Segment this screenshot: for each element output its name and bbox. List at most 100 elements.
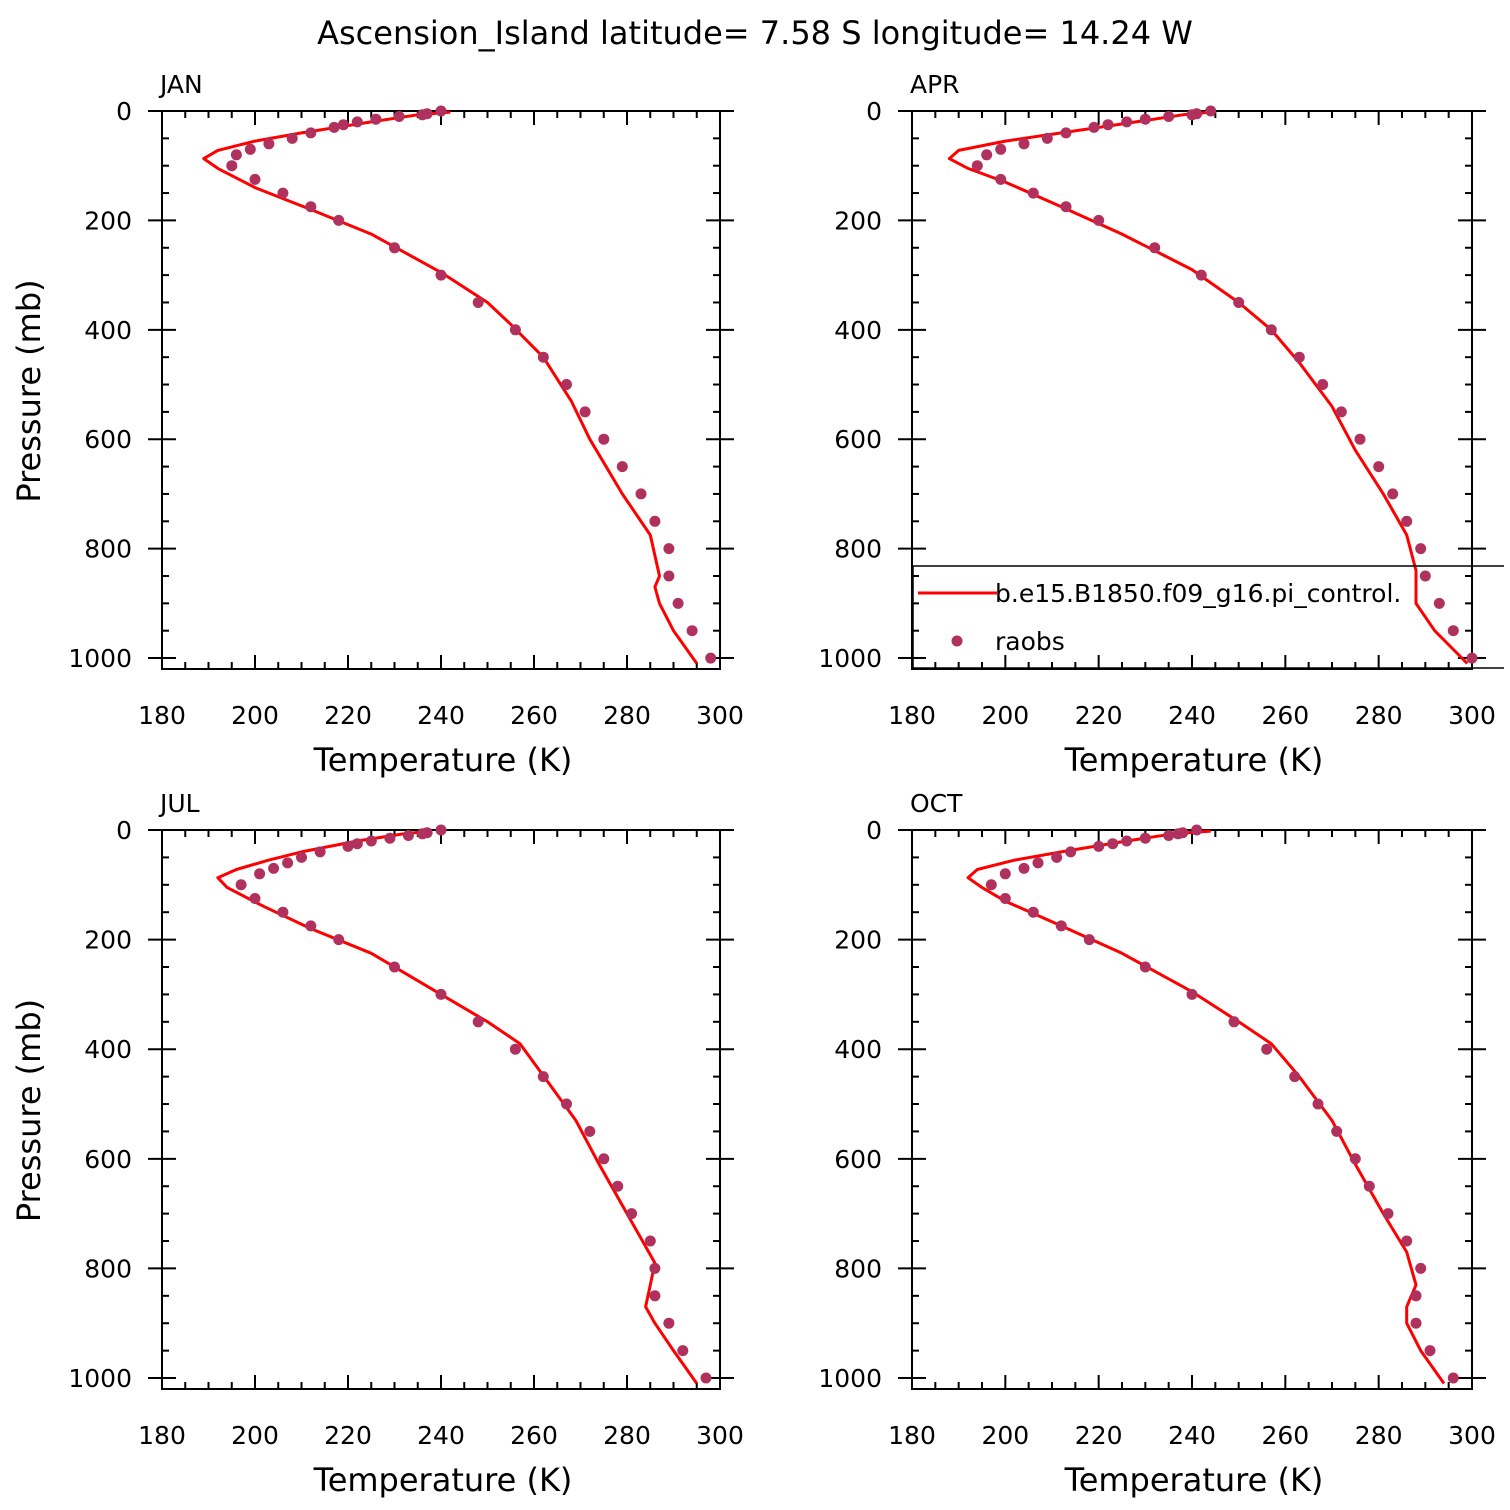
raobs-point <box>999 893 1011 904</box>
raobs-point <box>537 1071 549 1083</box>
y-tick-label: 200 <box>834 926 882 955</box>
raobs-point <box>1149 242 1161 254</box>
raobs-point <box>314 846 326 858</box>
y-tick-label: 600 <box>834 1145 882 1174</box>
y-tick-label: 400 <box>84 316 132 345</box>
raobs-point <box>342 840 354 852</box>
x-tick-label: 180 <box>888 701 936 730</box>
raobs-point <box>435 269 447 281</box>
raobs-point <box>1415 543 1427 555</box>
raobs-point <box>1415 1262 1427 1274</box>
raobs-point <box>416 828 428 840</box>
panel-title: APR <box>910 70 960 99</box>
raobs-point <box>365 835 377 847</box>
raobs-point <box>1121 116 1133 128</box>
y-tick-label: 400 <box>834 1035 882 1064</box>
x-tick-label: 260 <box>1261 1421 1309 1450</box>
raobs-point <box>1335 406 1347 418</box>
x-tick-label: 280 <box>1355 701 1403 730</box>
raobs-point <box>226 160 238 172</box>
raobs-point <box>1261 1043 1273 1055</box>
x-tick-label: 300 <box>696 1421 744 1450</box>
raobs-point <box>402 830 414 841</box>
x-tick-label: 280 <box>603 1421 651 1450</box>
raobs-point <box>296 851 307 863</box>
x-tick-label: 200 <box>981 701 1029 730</box>
raobs-point <box>1312 1098 1324 1110</box>
raobs-point <box>244 143 256 155</box>
model-profile-line <box>216 829 699 1385</box>
x-tick-label: 280 <box>603 701 651 730</box>
raobs-point <box>282 857 294 869</box>
raobs-point <box>230 149 242 161</box>
x-tick-label: 180 <box>138 1421 186 1450</box>
raobs-point <box>384 832 396 844</box>
y-tick-label: 200 <box>84 206 132 235</box>
raobs-point <box>389 961 400 973</box>
raobs-point <box>1107 838 1119 850</box>
legend-dot-marker <box>951 635 963 647</box>
x-tick-label: 240 <box>417 1421 465 1450</box>
raobs-point <box>435 824 447 836</box>
raobs-point <box>649 1262 661 1274</box>
y-tick-label: 800 <box>834 1254 882 1283</box>
y-tick-label: 800 <box>84 1254 132 1283</box>
raobs-point <box>561 1098 572 1110</box>
x-tick-label: 180 <box>888 1421 936 1450</box>
raobs-point <box>1401 1235 1413 1247</box>
raobs-point <box>389 242 400 254</box>
raobs-point <box>305 127 317 139</box>
raobs-point <box>1410 1317 1422 1329</box>
raobs-point <box>1083 934 1095 946</box>
raobs-point <box>1205 105 1217 117</box>
raobs-point <box>999 868 1011 880</box>
panel-title: JUL <box>158 789 200 818</box>
raobs-point <box>277 906 289 918</box>
raobs-point <box>328 121 340 133</box>
raobs-point <box>1139 832 1151 844</box>
y-tick-label: 200 <box>834 206 882 235</box>
y-tick-label: 1000 <box>68 644 132 673</box>
raobs-point <box>509 324 521 336</box>
raobs-point <box>1293 351 1305 363</box>
raobs-point <box>286 132 298 144</box>
raobs-point <box>1410 1290 1422 1302</box>
raobs-point <box>351 838 363 850</box>
panel-title: JAN <box>158 70 203 99</box>
raobs-point <box>985 879 997 891</box>
raobs-point <box>1349 1153 1361 1165</box>
raobs-point <box>686 625 698 637</box>
raobs-point <box>635 488 647 500</box>
y-tick-label: 0 <box>116 816 132 845</box>
y-tick-label: 1000 <box>68 1364 132 1393</box>
x-tick-label: 260 <box>510 701 558 730</box>
raobs-point <box>612 1180 624 1192</box>
raobs-point <box>1228 1016 1240 1028</box>
x-tick-label: 280 <box>1355 1421 1403 1450</box>
raobs-point <box>1447 1372 1459 1384</box>
x-tick-label: 200 <box>231 1421 279 1450</box>
raobs-point <box>1433 597 1445 609</box>
raobs-point <box>393 111 405 122</box>
raobs-point <box>1331 1125 1343 1137</box>
raobs-point <box>1027 187 1039 199</box>
raobs-point <box>1139 113 1151 125</box>
raobs-point <box>1093 214 1105 226</box>
raobs-point <box>1387 488 1399 500</box>
raobs-point <box>1317 379 1329 390</box>
raobs-point <box>1233 297 1245 308</box>
model-profile-line <box>202 110 699 665</box>
raobs-point <box>416 109 428 121</box>
y-axis-label: Pressure (mb) <box>10 279 48 502</box>
x-tick-label: 200 <box>981 1421 1029 1450</box>
x-axis-label: Temperature (K) <box>1064 1461 1324 1499</box>
raobs-point <box>1060 127 1072 139</box>
raobs-point <box>1466 652 1478 664</box>
raobs-point <box>663 1317 675 1329</box>
raobs-point <box>1163 830 1175 841</box>
raobs-point <box>584 1125 596 1137</box>
y-tick-label: 800 <box>84 535 132 564</box>
raobs-point <box>1354 433 1366 445</box>
